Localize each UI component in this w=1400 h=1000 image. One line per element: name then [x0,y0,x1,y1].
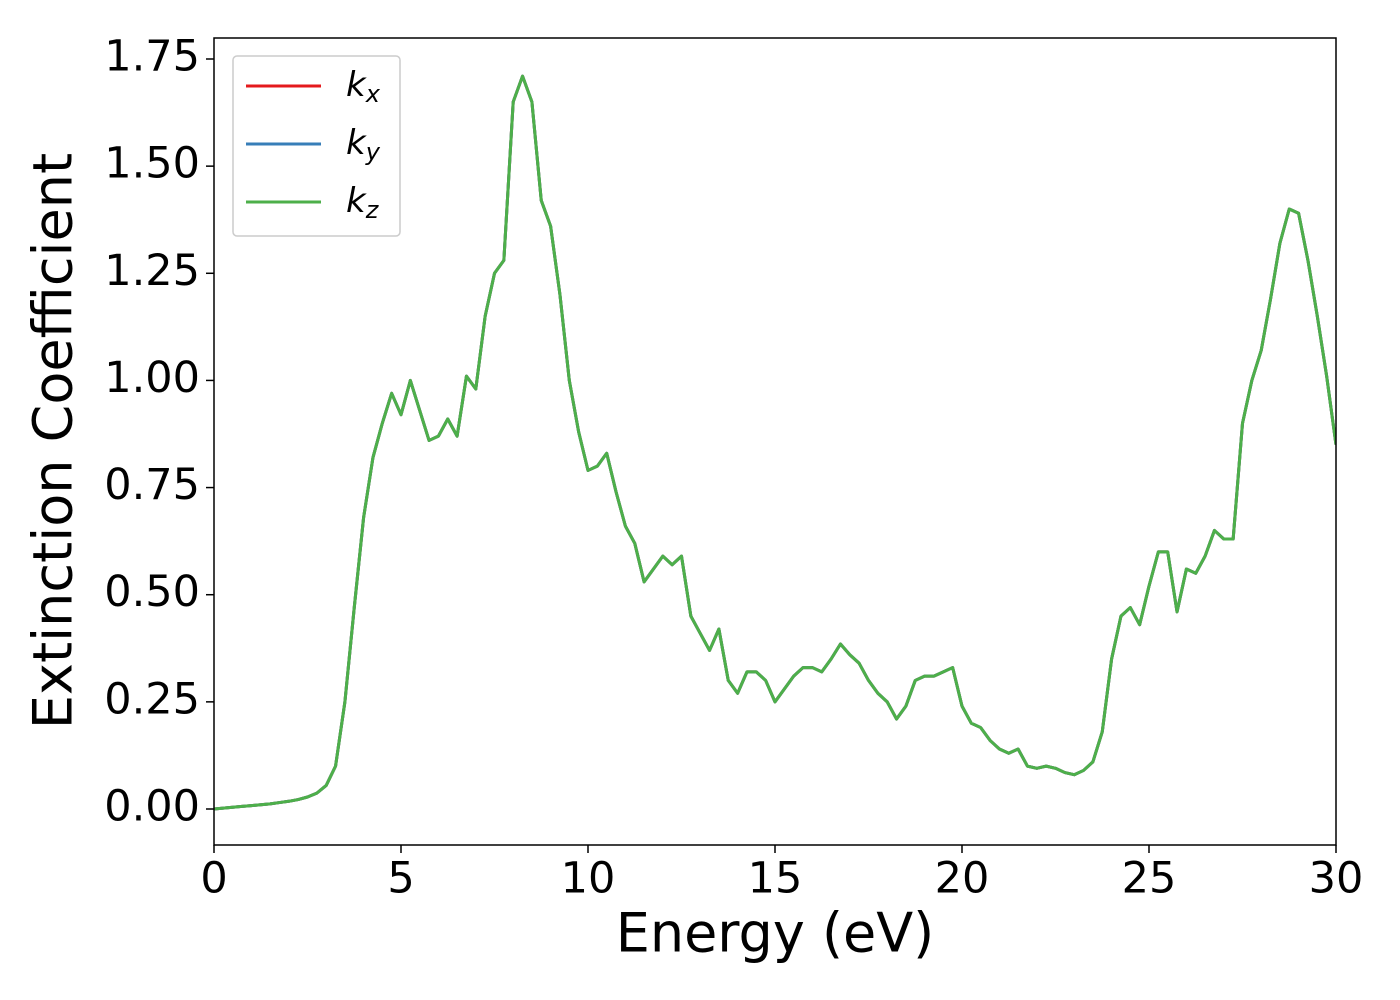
x-tick-label: 15 [748,854,803,904]
series-line [214,74,1336,811]
legend-label: ky [346,123,381,167]
y-tick-label: 0.25 [104,674,200,724]
y-axis-label: Extinction Coefficient [22,153,85,729]
y-tick-label: 0.75 [104,460,200,510]
plot-frame [213,37,1337,846]
x-axis-label: Energy (eV) [616,902,935,965]
legend-label: kx [346,65,381,109]
legend-box [232,55,401,237]
y-tick-label: 0.50 [104,567,200,617]
x-tick-label: 20 [935,854,990,904]
x-tick-label: 10 [561,854,616,904]
x-tick-label: 30 [1309,854,1364,904]
y-tick-label: 0.00 [104,782,200,832]
x-tick-label: 0 [200,854,227,904]
y-tick-label: 1.00 [104,353,200,403]
legend-label: kz [346,181,380,225]
y-tick-label: 1.50 [104,139,200,189]
y-tick-label: 1.25 [104,246,200,296]
x-tick-label: 25 [1122,854,1177,904]
x-tick-label: 5 [387,854,414,904]
y-tick-label: 1.75 [104,32,200,82]
